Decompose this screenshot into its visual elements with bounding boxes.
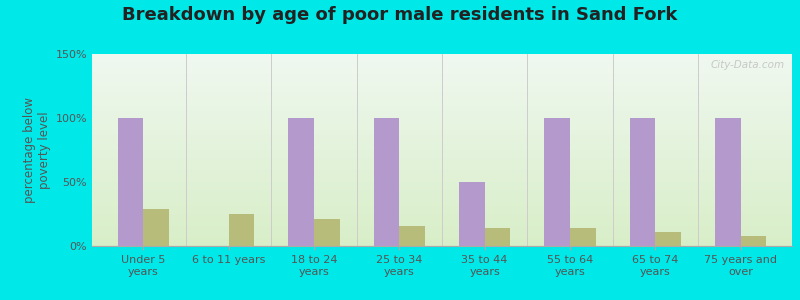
Bar [118, 118, 143, 246]
Bar [288, 118, 314, 246]
Bar [630, 118, 655, 246]
Bar [374, 118, 399, 246]
Bar [314, 219, 339, 246]
Bar [399, 226, 425, 246]
Bar [570, 228, 596, 246]
Bar [545, 118, 570, 246]
Bar [459, 182, 485, 246]
Bar [715, 118, 741, 246]
Text: Breakdown by age of poor male residents in Sand Fork: Breakdown by age of poor male residents … [122, 6, 678, 24]
Bar [229, 214, 254, 246]
Bar [143, 209, 169, 246]
Text: City-Data.com: City-Data.com [711, 60, 785, 70]
Y-axis label: percentage below
poverty level: percentage below poverty level [23, 97, 51, 203]
Bar [741, 236, 766, 246]
Bar [485, 228, 510, 246]
Bar [655, 232, 681, 246]
